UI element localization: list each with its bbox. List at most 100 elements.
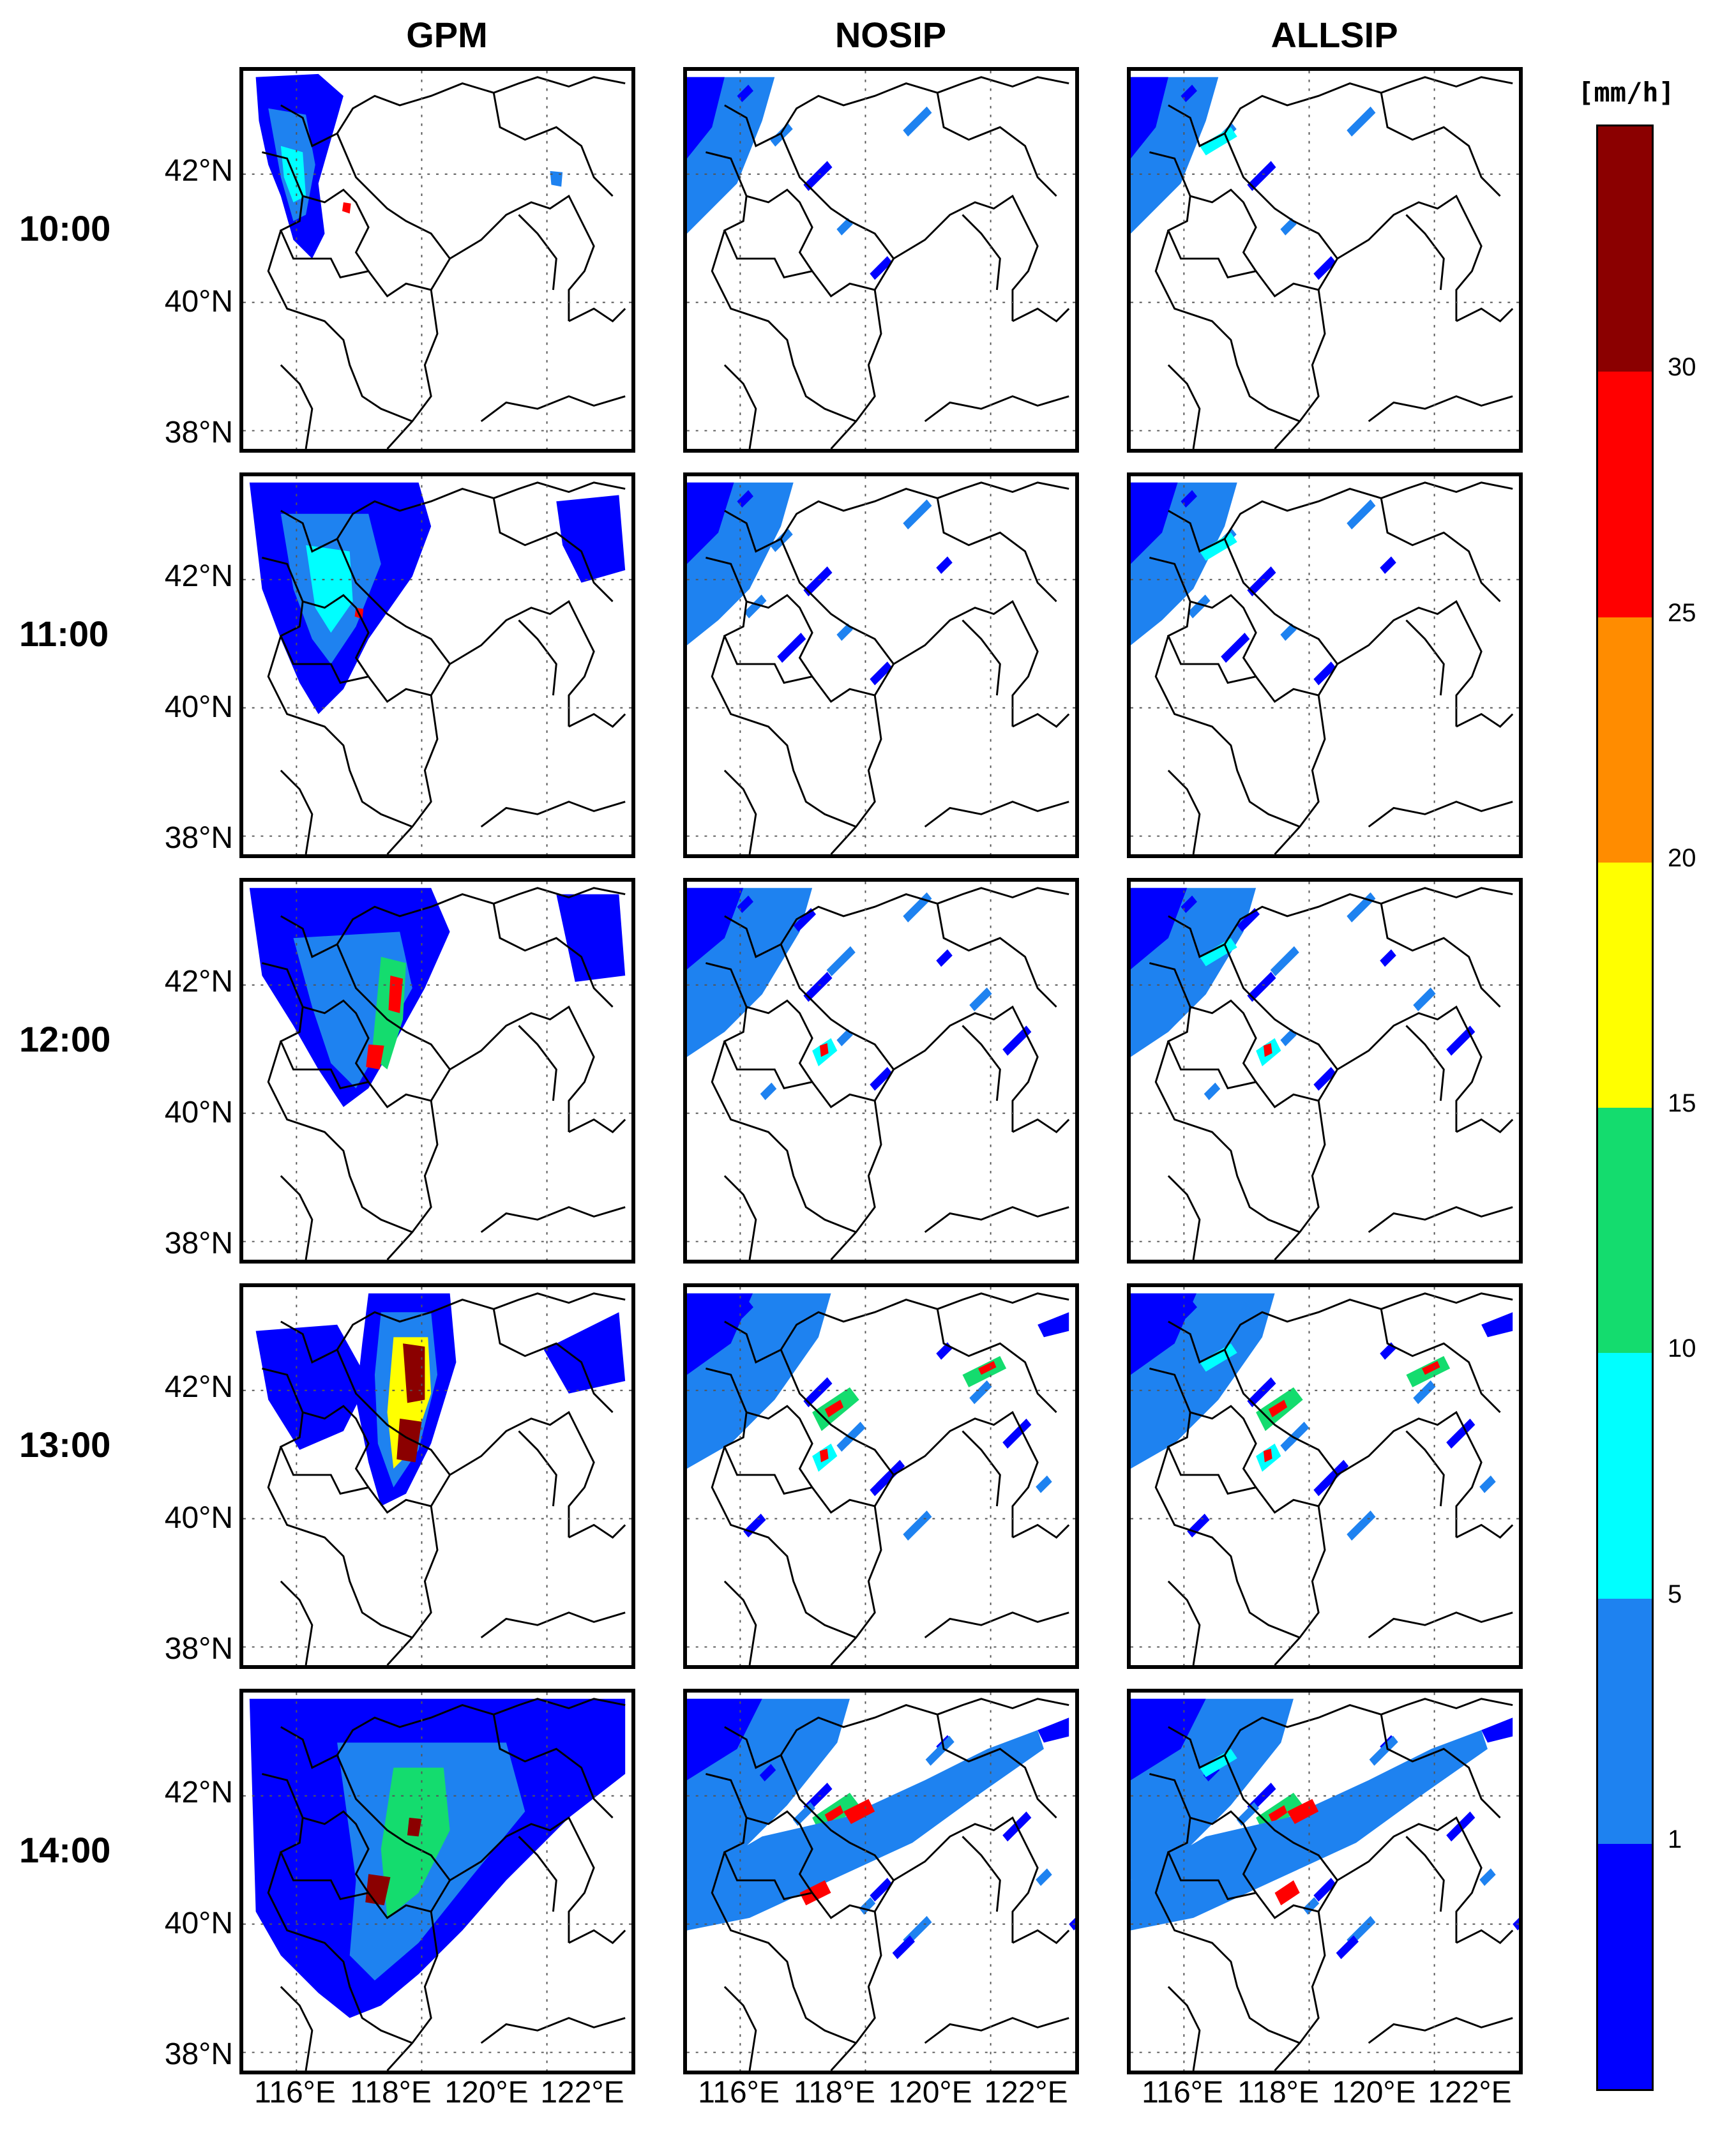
boundary-line [267,230,413,423]
map-panel-allsip-1400 [1127,1689,1523,2074]
colorbar-unit: [mm/h] [1578,77,1675,108]
boundary-line [336,1349,451,1476]
precipitation-map [1131,476,1519,854]
colorbar-tick-label: 5 [1668,1580,1682,1608]
precipitation-map [243,1287,631,1665]
boundary-line [262,962,432,1108]
boundary-line [518,619,557,696]
latitude-label: 38°N [164,1226,233,1260]
precipitation-map [687,882,1075,1260]
boundary-line [280,1698,626,1769]
boundary-line [1149,556,1319,703]
boundary-line [492,1309,614,1414]
boundary-line [1405,1836,1445,1912]
boundary-line [1012,1929,1070,1944]
boundary-line [1317,1410,1483,1538]
precip-area [687,887,744,970]
precip-area [737,1706,753,1725]
precip-area [1002,1025,1032,1056]
precip-area [1413,987,1436,1011]
boundary-line [1167,364,1201,449]
boundary-line [873,1410,1039,1538]
boundary-line [1368,395,1513,423]
boundary-line [480,1206,626,1234]
precip-area [1347,499,1376,530]
boundary-line [568,1929,626,1944]
boundary-line [1012,1523,1070,1539]
boundary-line [873,194,1039,322]
row-time-label: 14:00 [19,1830,111,1870]
boundary-line [746,1405,813,1488]
precip-area [1380,1342,1396,1360]
boundary-line [1274,1100,1326,1260]
precip-area [1263,1448,1272,1463]
precip-area [1131,482,1178,564]
boundary-line [568,1118,626,1133]
precip-area [1036,1476,1052,1493]
col-title-allsip: ALLSIP [1271,15,1398,55]
precipitation-map [1131,1693,1519,2071]
boundary-line [724,76,1069,147]
boundary-line [1167,769,1201,854]
col-title-nosip: NOSIP [834,15,947,55]
precip-area [1181,490,1197,508]
precip-area [407,1818,422,1837]
precip-area [1287,1421,1310,1445]
colorbar-tick-label: 20 [1668,843,1696,872]
boundary-line [1274,289,1326,449]
precip-area [743,1513,766,1538]
precip-area [1181,1301,1197,1319]
colorbar-segment [1598,862,1652,1108]
precip-area [1199,1343,1237,1372]
map-panel-gpm-1300 [239,1283,635,1669]
longitude-label: 116°E [698,2076,780,2109]
precip-area [870,256,893,280]
boundary-line [280,481,626,553]
boundary-line [962,1430,1001,1507]
precip-area [843,1421,866,1445]
boundary-line [1154,1852,1301,2044]
colorbar-segment [1598,372,1652,617]
precip-area [1236,1802,1260,1826]
boundary-line [480,2017,626,2044]
precip-area [1237,908,1260,932]
row-time-label: 12:00 [19,1019,111,1059]
precip-area [903,106,932,137]
boundary-line [1154,635,1301,828]
precip-area [759,1763,776,1782]
precip-area [1002,1418,1032,1449]
precip-area [1313,256,1336,280]
map-panel-gpm-1100 [239,472,635,858]
precip-area [824,1805,844,1823]
boundary-line [430,1005,595,1133]
boundary-line [386,695,439,854]
precip-area [1313,1878,1336,1902]
boundary-line [1223,133,1338,259]
boundary-line [386,289,439,449]
latitude-label: 40°N [164,285,233,319]
boundary-line [830,1100,882,1260]
boundary-line [746,188,813,272]
boundary-line [1405,1430,1445,1507]
boundary-line [1405,619,1445,696]
boundary-line [706,1772,875,1919]
precip-area [1181,1706,1197,1725]
precip-area [799,1880,831,1906]
boundary-line [780,1349,894,1476]
boundary-line [873,1816,1039,1943]
precip-area [1181,84,1197,103]
precip-area [793,908,817,932]
precip-area [1204,1082,1221,1101]
row-time-label: 13:00 [19,1424,111,1465]
precipitation-map [243,1693,631,2071]
precip-area [1253,1383,1270,1401]
boundary-line [430,194,595,322]
boundary-line [1189,1810,1257,1894]
boundary-line [1149,1367,1319,1514]
boundary-line [1368,2017,1513,2044]
boundary-line [262,1772,432,1919]
precip-area [687,1293,753,1375]
precip-area [556,894,626,982]
boundary-line [724,481,1069,553]
precip-area [792,1802,816,1826]
